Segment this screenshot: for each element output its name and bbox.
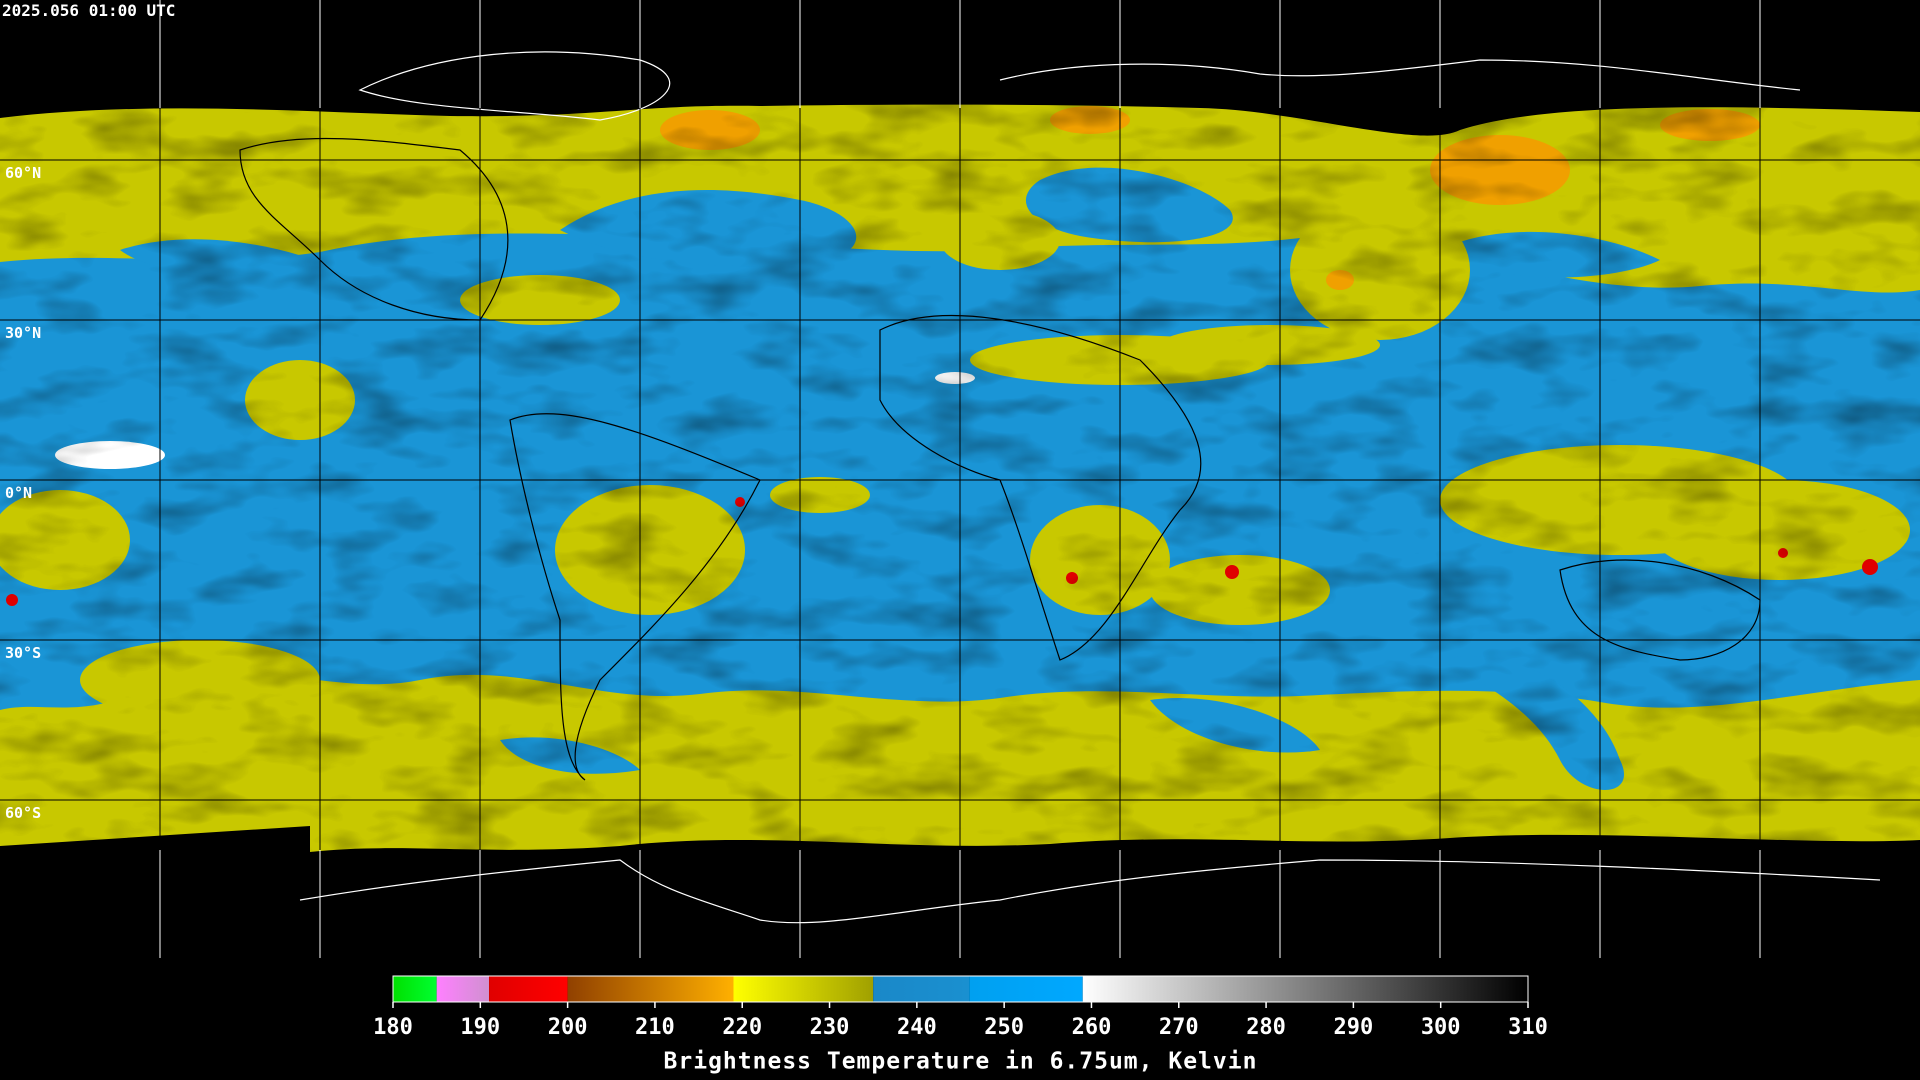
colorbar-tick-label: 210 — [635, 1015, 675, 1040]
colorbar-tick-label: 300 — [1421, 1015, 1461, 1040]
timestamp: 2025.056 01:00 UTC — [2, 1, 175, 20]
colorbar-segment — [873, 976, 970, 1002]
colorbar-tick-label: 200 — [548, 1015, 588, 1040]
graticule — [159, 0, 1761, 958]
colorbar-segment — [567, 976, 734, 1002]
latitude-labels: 60°N 30°N 0°N 30°S 60°S — [5, 164, 41, 822]
latitude-label: 60°N — [5, 164, 41, 182]
colorbar-segment — [1082, 976, 1528, 1002]
latitude-label: 60°S — [5, 804, 41, 822]
latitude-label: 30°N — [5, 324, 41, 342]
colorbar-title: Brightness Temperature in 6.75um, Kelvin — [664, 1049, 1258, 1075]
colorbar-tick-label: 220 — [722, 1015, 762, 1040]
colorbar-tick-label: 260 — [1072, 1015, 1112, 1040]
latitude-label: 30°S — [5, 644, 41, 662]
colorbar-tick-label: 280 — [1246, 1015, 1286, 1040]
colorbar-tick-label: 290 — [1334, 1015, 1374, 1040]
colorbar-segment — [969, 976, 1083, 1002]
colorbar-tick-label: 250 — [984, 1015, 1024, 1040]
latitude-label: 0°N — [5, 484, 32, 502]
colorbar-segment — [393, 976, 437, 1002]
colorbar-frame — [392, 975, 1529, 1003]
colorbar-tick-label: 230 — [810, 1015, 850, 1040]
colorbar: 180 190 200 210 220 230 240 250 260 270 280 290 300 3… — [373, 975, 1548, 1075]
colorbar-segment — [489, 976, 568, 1002]
colorbar-segment — [733, 976, 874, 1002]
colorbar-tick-label: 240 — [897, 1015, 937, 1040]
colorbar-segment — [436, 976, 490, 1002]
colorbar-tick-label: 310 — [1508, 1015, 1548, 1040]
colorbar-tick-label: 190 — [460, 1015, 500, 1040]
colorbar-tick-label: 180 — [373, 1015, 413, 1040]
colorbar-tick-label: 270 — [1159, 1015, 1199, 1040]
